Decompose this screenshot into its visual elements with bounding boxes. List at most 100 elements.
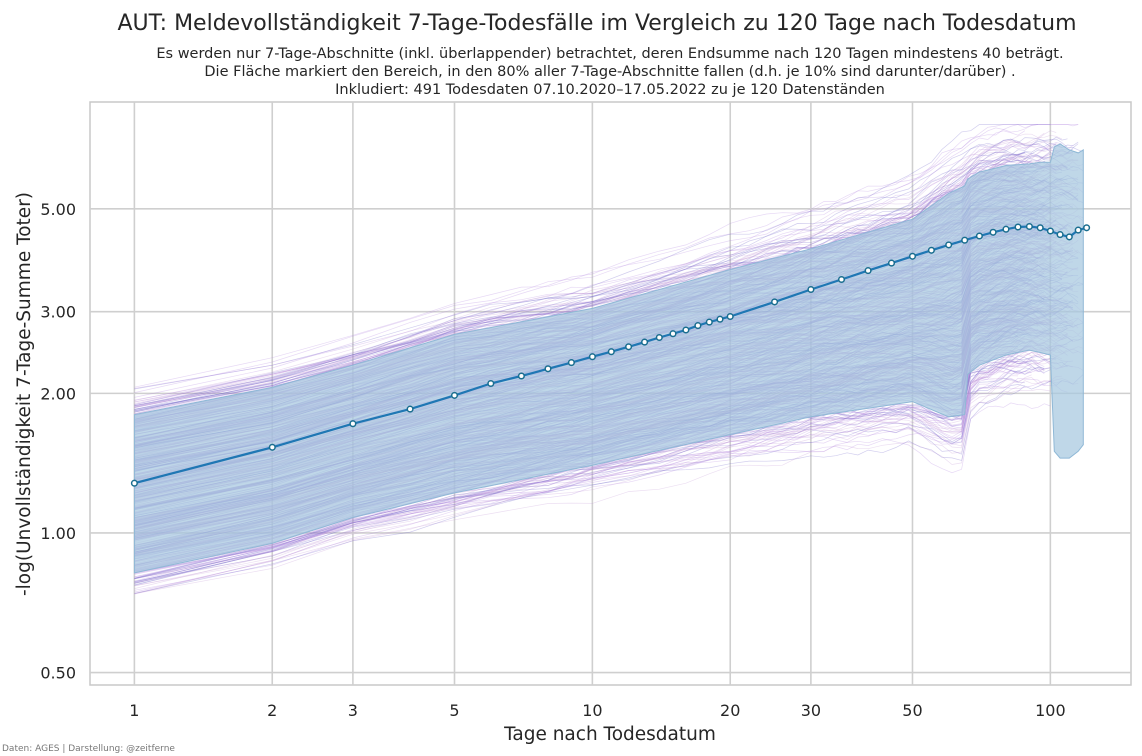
- y-axis-ticks: 0.50 1.00 2.00 3.00 5.00: [40, 200, 76, 683]
- x-tick-label: 100: [1035, 701, 1066, 720]
- median-series: [130, 222, 1091, 487]
- x-tick-label: 50: [902, 701, 922, 720]
- individual-line: [134, 143, 1026, 409]
- individual-line: [134, 371, 1032, 572]
- median-point: [1014, 223, 1022, 231]
- chart-subtitle-line-2: Die Fläche markiert den Bereich, in den …: [204, 64, 1015, 80]
- median-point: [771, 298, 779, 306]
- x-axis-ticks: 1 2 3 5 10 20 30 50 100: [129, 701, 1065, 720]
- median-point: [989, 228, 997, 236]
- individual-line: [134, 141, 1019, 407]
- median-point: [1056, 231, 1064, 239]
- individual-line: [134, 138, 1051, 406]
- individual-line: [134, 124, 1039, 393]
- individual-line: [134, 388, 1051, 594]
- median-point: [641, 338, 649, 346]
- individual-line: [134, 130, 1057, 404]
- median-point: [1083, 224, 1091, 232]
- individual-line: [134, 367, 1045, 579]
- chart-subtitle-line-3: Inkludiert: 491 Todesdaten 07.10.2020–17…: [335, 82, 885, 98]
- individual-line: [134, 151, 1026, 408]
- median-point: [837, 275, 846, 284]
- median-point: [945, 241, 953, 249]
- median-point: [864, 267, 872, 275]
- median-point: [567, 359, 575, 367]
- individual-line: [134, 363, 1045, 587]
- y-tick-label: 2.00: [40, 384, 76, 403]
- chart-title: AUT: Meldevollständigkeit 7-Tage-Todesfä…: [118, 11, 1077, 36]
- x-tick-label: 1: [129, 701, 139, 720]
- individual-line: [134, 402, 1051, 591]
- individual-line: [134, 143, 1057, 410]
- median-point: [487, 379, 495, 388]
- individual-line: [134, 366, 1045, 580]
- individual-line: [134, 124, 1079, 405]
- median-point: [682, 326, 690, 334]
- individual-line: [134, 385, 1026, 584]
- median-point: [927, 246, 935, 254]
- individual-line: [134, 358, 1057, 587]
- median-point: [1036, 224, 1044, 232]
- individual-line: [134, 377, 1063, 593]
- individual-line: [134, 349, 1057, 579]
- median-point: [1046, 227, 1054, 235]
- median-point: [694, 322, 702, 330]
- median-point: [726, 312, 734, 321]
- median-point: [406, 405, 414, 413]
- individual-line: [134, 143, 1073, 403]
- x-tick-label: 30: [801, 701, 821, 720]
- median-point: [655, 333, 663, 342]
- x-tick-label: 20: [720, 701, 740, 720]
- individual-line: [134, 132, 1045, 401]
- x-tick-label: 3: [348, 701, 358, 720]
- x-tick-label: 10: [582, 701, 602, 720]
- x-tick-label: 2: [267, 701, 277, 720]
- median-point: [716, 315, 724, 323]
- individual-line: [134, 148, 1074, 410]
- percentile-band: [133, 143, 1084, 574]
- band-area: [133, 143, 1084, 574]
- individual-line: [134, 377, 1025, 586]
- median-point: [669, 330, 677, 338]
- individual-line: [134, 141, 1073, 408]
- y-tick-label: 5.00: [40, 200, 76, 219]
- individual-line: [134, 124, 1079, 388]
- individual-line: [134, 140, 1051, 415]
- chart-subtitle-line-1: Es werden nur 7-Tage-Abschnitte (inkl. ü…: [156, 46, 1063, 62]
- y-axis-label: -log(Unvollständigkeit 7-Tage-Summe Tote…: [14, 192, 35, 596]
- median-point: [1065, 233, 1073, 241]
- data-credit: Daten: AGES | Darstellung: @zeitferne: [2, 744, 175, 754]
- individual-line: [134, 343, 1068, 583]
- individual-line: [134, 134, 1063, 407]
- individual-line: [134, 383, 1068, 574]
- individual-line: [134, 377, 1079, 594]
- individual-line: [134, 158, 1026, 416]
- individual-line: [134, 378, 1019, 575]
- individual-line: [134, 124, 1051, 390]
- median-point: [625, 343, 633, 351]
- median-point: [1002, 225, 1010, 233]
- x-tick-label: 5: [449, 701, 459, 720]
- x-axis-label: Tage nach Todesdatum: [503, 724, 716, 745]
- median-point: [349, 420, 357, 428]
- median-point: [908, 252, 917, 260]
- median-point: [130, 479, 138, 487]
- individual-line: [134, 361, 1068, 578]
- median-point: [1025, 222, 1033, 231]
- individual-line: [134, 130, 1026, 389]
- median-point: [807, 285, 815, 294]
- individual-line: [134, 374, 1032, 580]
- median-point: [607, 348, 615, 356]
- median-point: [588, 353, 596, 361]
- y-tick-label: 3.00: [40, 303, 76, 322]
- median-point: [268, 443, 276, 451]
- individual-line: [134, 136, 1068, 420]
- median-point: [975, 232, 983, 240]
- median-line: [134, 225, 1087, 485]
- individual-line: [134, 375, 1019, 595]
- median-point: [450, 391, 459, 399]
- individual-line: [134, 352, 1051, 565]
- median-point: [544, 365, 552, 373]
- y-tick-label: 1.00: [40, 524, 76, 543]
